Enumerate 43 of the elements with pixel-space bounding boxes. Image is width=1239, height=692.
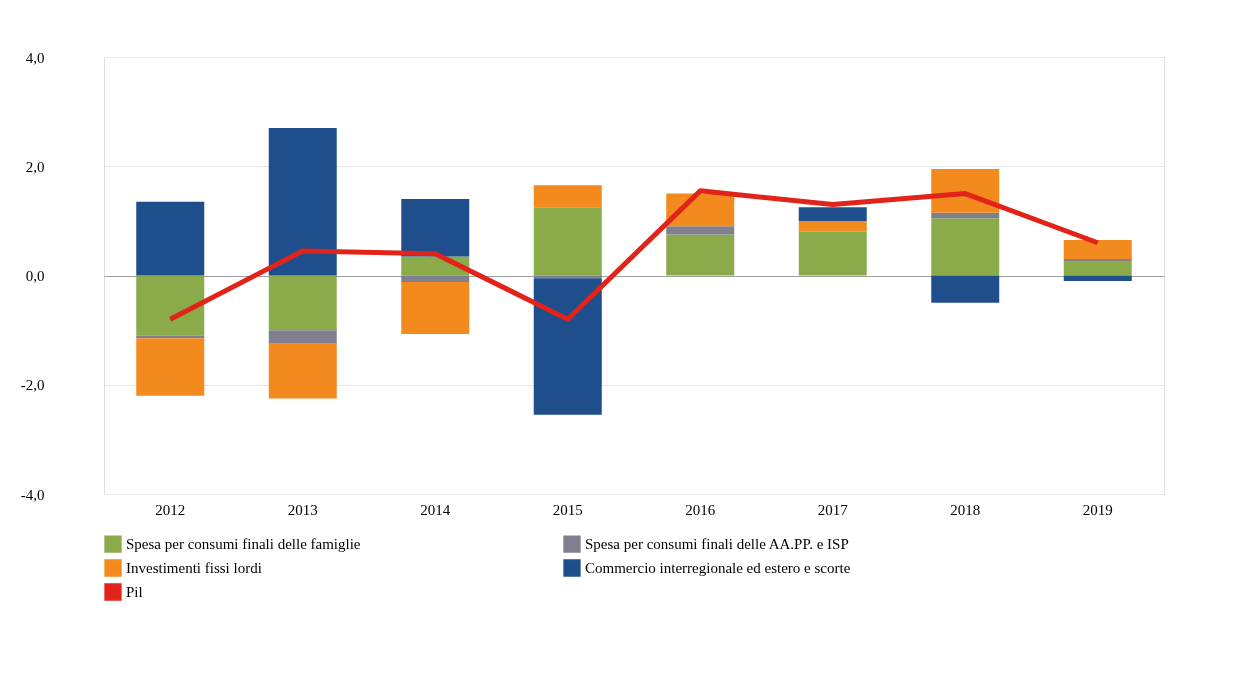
bar — [268, 330, 337, 344]
x-tick-label: 2012 — [155, 501, 186, 518]
bar — [268, 275, 337, 331]
bar — [798, 220, 867, 232]
bar — [268, 343, 337, 399]
bar — [401, 275, 470, 283]
bar — [798, 207, 867, 221]
legend-label: Spesa per consumi finali delle famiglie — [126, 536, 361, 553]
x-tick-label: 2014 — [420, 501, 451, 518]
bar — [1063, 239, 1132, 260]
legend-label: Spesa per consumi finali delle AA.PP. e ISP — [585, 536, 849, 553]
bar — [533, 185, 602, 208]
y-tick-label: 0,0 — [25, 268, 45, 284]
x-tick-label: 2017 — [817, 501, 849, 518]
bar — [136, 201, 205, 276]
bar — [401, 282, 470, 334]
bar — [136, 275, 205, 336]
x-tick-label: 2013 — [287, 501, 318, 518]
bar — [1063, 261, 1132, 276]
x-tick-label: 2018 — [950, 501, 981, 518]
y-tick-label: 4,0 — [25, 49, 45, 66]
bar — [136, 338, 205, 396]
y-tick-label: -4,0 — [20, 486, 45, 503]
bar — [931, 212, 1000, 219]
bar — [798, 231, 867, 276]
bar — [666, 226, 735, 235]
bar — [533, 278, 602, 415]
y-tick-label: 2,0 — [25, 158, 45, 175]
bar — [1063, 259, 1132, 262]
bar — [666, 234, 735, 276]
legend-label: Pil — [126, 584, 143, 600]
legend-label: Investimenti fissi lordi — [126, 560, 262, 576]
bar — [1063, 275, 1132, 281]
x-tick-label: 2016 — [685, 501, 716, 518]
legend-label: Commercio interregionale ed estero e scorte — [585, 560, 851, 576]
bar — [401, 199, 470, 257]
x-tick-label: 2015 — [552, 501, 583, 518]
bar — [268, 128, 337, 276]
y-tick-label: -2,0 — [20, 377, 45, 394]
bar — [533, 207, 602, 276]
bar — [931, 218, 1000, 276]
x-tick-label: 2019 — [1082, 501, 1113, 518]
bar — [931, 275, 1000, 303]
